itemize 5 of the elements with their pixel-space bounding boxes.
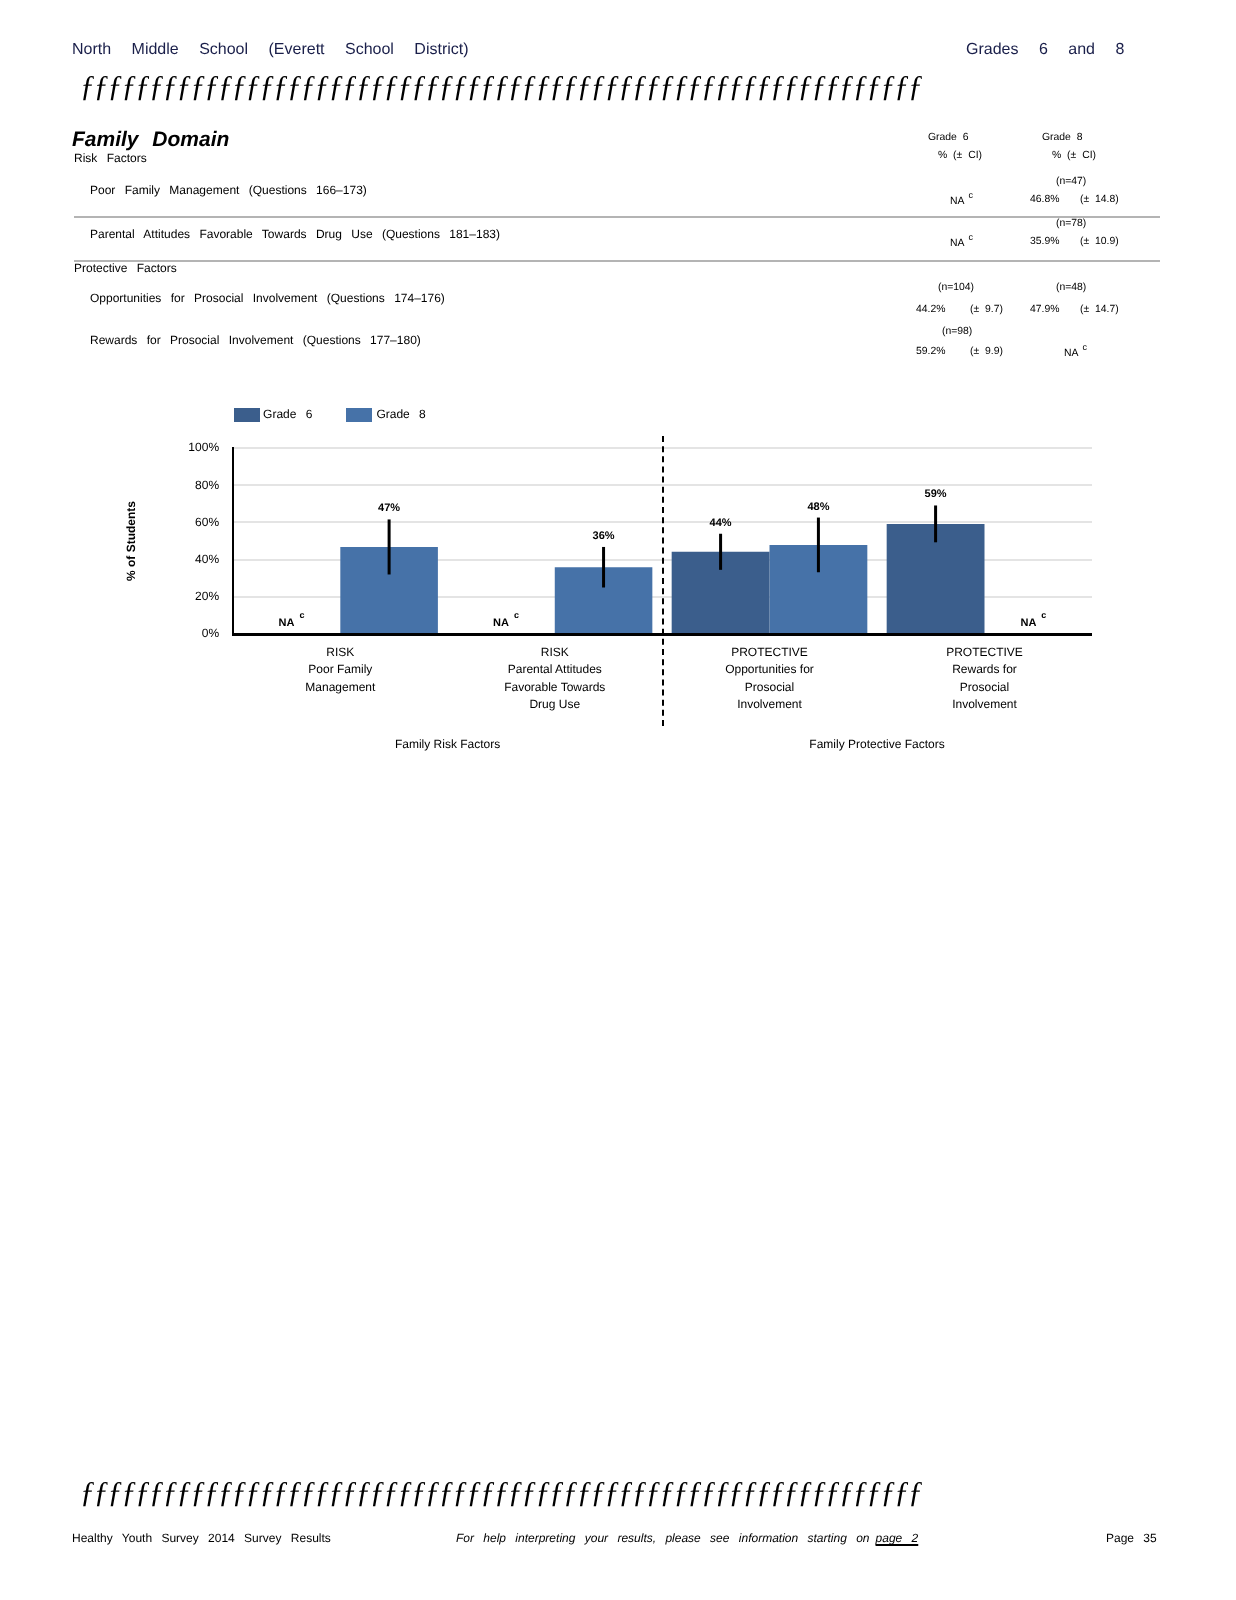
text: Family Domain [72, 128, 230, 152]
text: ƒƒƒƒƒƒƒƒƒƒƒƒƒƒƒƒƒƒƒƒƒƒƒƒƒƒƒƒƒƒƒƒƒƒƒƒƒƒƒƒƒƒƒƒƒƒƒƒƒƒƒƒƒƒƒƒƒƒƒƒƒ [80, 1478, 922, 1510]
text: North Middle School (Everett School District) [72, 40, 469, 58]
text: ƒƒƒƒƒƒƒƒƒƒƒƒƒƒƒƒƒƒƒƒƒƒƒƒƒƒƒƒƒƒƒƒƒƒƒƒƒƒƒƒƒƒƒƒƒƒƒƒƒƒƒƒƒƒƒƒƒƒƒƒƒ [80, 72, 922, 104]
text: Grades 6 and 8 [966, 40, 1125, 58]
